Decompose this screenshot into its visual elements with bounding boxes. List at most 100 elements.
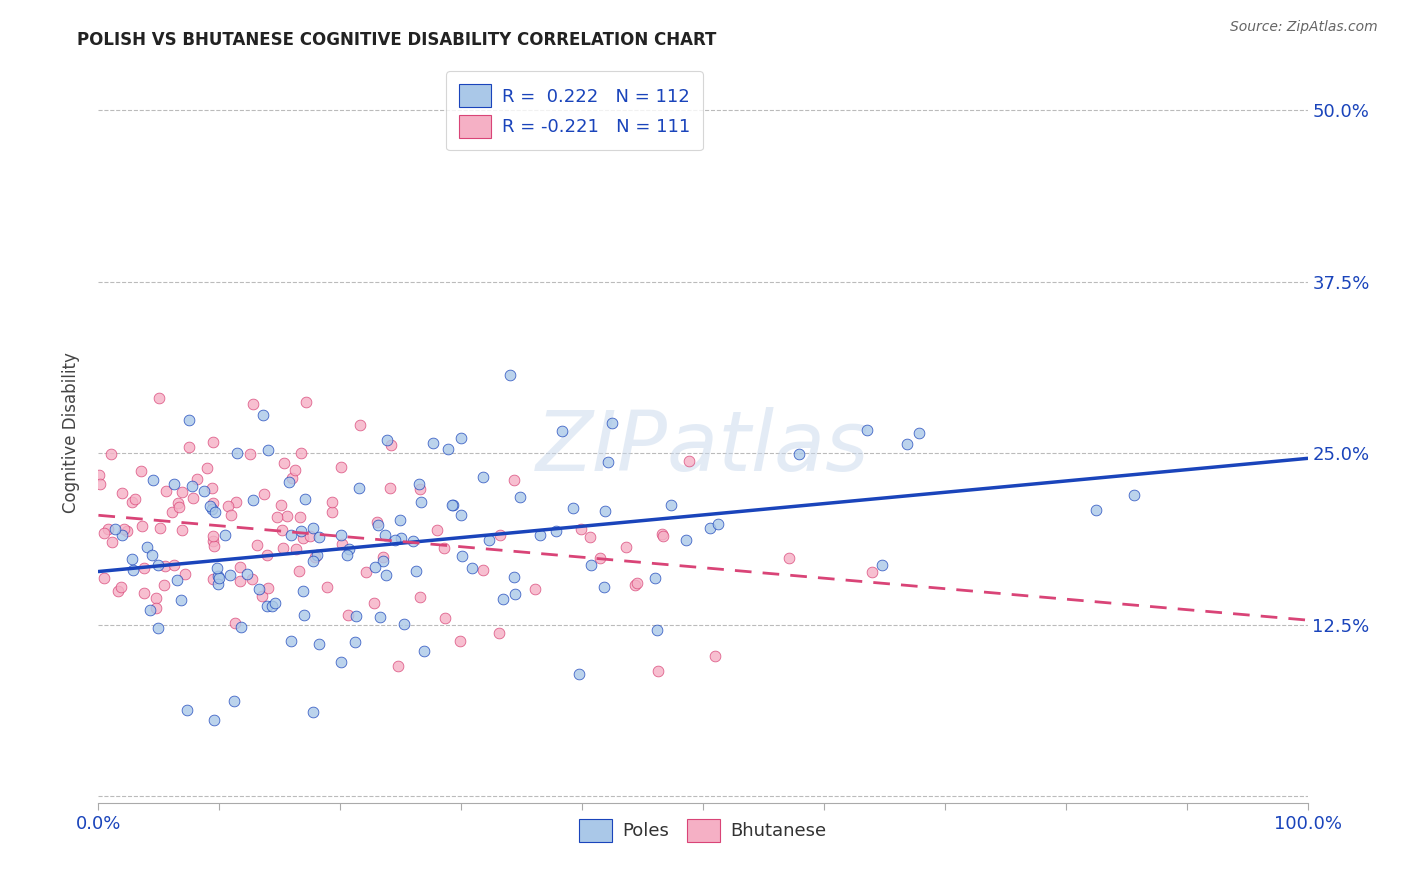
Point [229, 620, 252, 634]
Point [579, 530, 602, 544]
Point [413, 644, 436, 658]
Point [371, 554, 394, 568]
Point [225, 445, 247, 459]
Point [235, 566, 257, 581]
Point [367, 517, 389, 532]
Point [294, 394, 316, 409]
Point [271, 541, 294, 555]
Point [870, 558, 893, 572]
Point [330, 528, 353, 542]
Point [778, 551, 800, 566]
Point [561, 501, 583, 516]
Point [201, 482, 224, 496]
Point [375, 568, 398, 582]
Point [422, 436, 444, 450]
Point [363, 560, 385, 574]
Point [388, 513, 411, 527]
Point [148, 558, 170, 572]
Point [600, 416, 623, 430]
Point [204, 505, 226, 519]
Point [89, 476, 111, 491]
Point [284, 463, 307, 477]
Point [461, 561, 484, 575]
Point [614, 541, 637, 555]
Point [229, 560, 252, 574]
Point [253, 487, 276, 501]
Point [569, 522, 592, 536]
Point [337, 608, 360, 623]
Point [202, 539, 225, 553]
Point [271, 523, 294, 537]
Point [330, 537, 353, 551]
Text: ZIPatlas: ZIPatlas [536, 407, 870, 488]
Point [329, 655, 352, 669]
Point [896, 436, 918, 450]
Point [503, 587, 526, 601]
Point [344, 609, 367, 624]
Point [568, 666, 591, 681]
Point [581, 558, 603, 573]
Point [207, 569, 229, 583]
Point [298, 529, 321, 543]
Point [145, 601, 167, 615]
Point [645, 623, 668, 637]
Point [321, 495, 343, 509]
Point [138, 602, 160, 616]
Point [104, 522, 127, 536]
Point [789, 447, 811, 461]
Point [374, 528, 396, 542]
Point [349, 481, 371, 495]
Point [492, 592, 515, 607]
Point [598, 455, 620, 469]
Point [225, 495, 247, 509]
Point [336, 548, 359, 562]
Point [408, 476, 430, 491]
Point [659, 498, 682, 512]
Point [167, 496, 190, 510]
Point [380, 481, 402, 495]
Point [294, 492, 316, 507]
Point [208, 571, 231, 585]
Point [330, 460, 353, 475]
Point [394, 616, 416, 631]
Point [176, 703, 198, 717]
Point [405, 564, 427, 578]
Point [624, 578, 647, 592]
Point [207, 577, 229, 591]
Point [179, 440, 201, 454]
Point [304, 550, 326, 565]
Point [384, 533, 406, 548]
Point [141, 548, 163, 562]
Point [242, 397, 264, 411]
Point [121, 495, 143, 509]
Point [110, 580, 132, 594]
Point [706, 517, 728, 532]
Point [287, 564, 309, 578]
Point [647, 664, 669, 678]
Point [349, 418, 371, 433]
Point [266, 509, 288, 524]
Point [551, 424, 574, 438]
Point [276, 509, 298, 524]
Point [426, 523, 449, 537]
Point [678, 454, 700, 468]
Point [219, 568, 242, 582]
Point [214, 528, 236, 542]
Point [142, 473, 165, 487]
Point [111, 528, 134, 542]
Point [111, 486, 134, 500]
Point [87, 467, 110, 482]
Point [219, 508, 242, 522]
Point [589, 551, 612, 566]
Point [449, 634, 471, 648]
Point [389, 531, 412, 545]
Point [239, 447, 262, 461]
Point [450, 431, 472, 445]
Point [264, 596, 287, 610]
Point [509, 491, 531, 505]
Text: POLISH VS BHUTANESE COGNITIVE DISABILITY CORRELATION CHART: POLISH VS BHUTANESE COGNITIVE DISABILITY… [77, 31, 717, 49]
Point [129, 464, 152, 478]
Point [651, 527, 673, 541]
Point [499, 368, 522, 383]
Point [280, 634, 302, 648]
